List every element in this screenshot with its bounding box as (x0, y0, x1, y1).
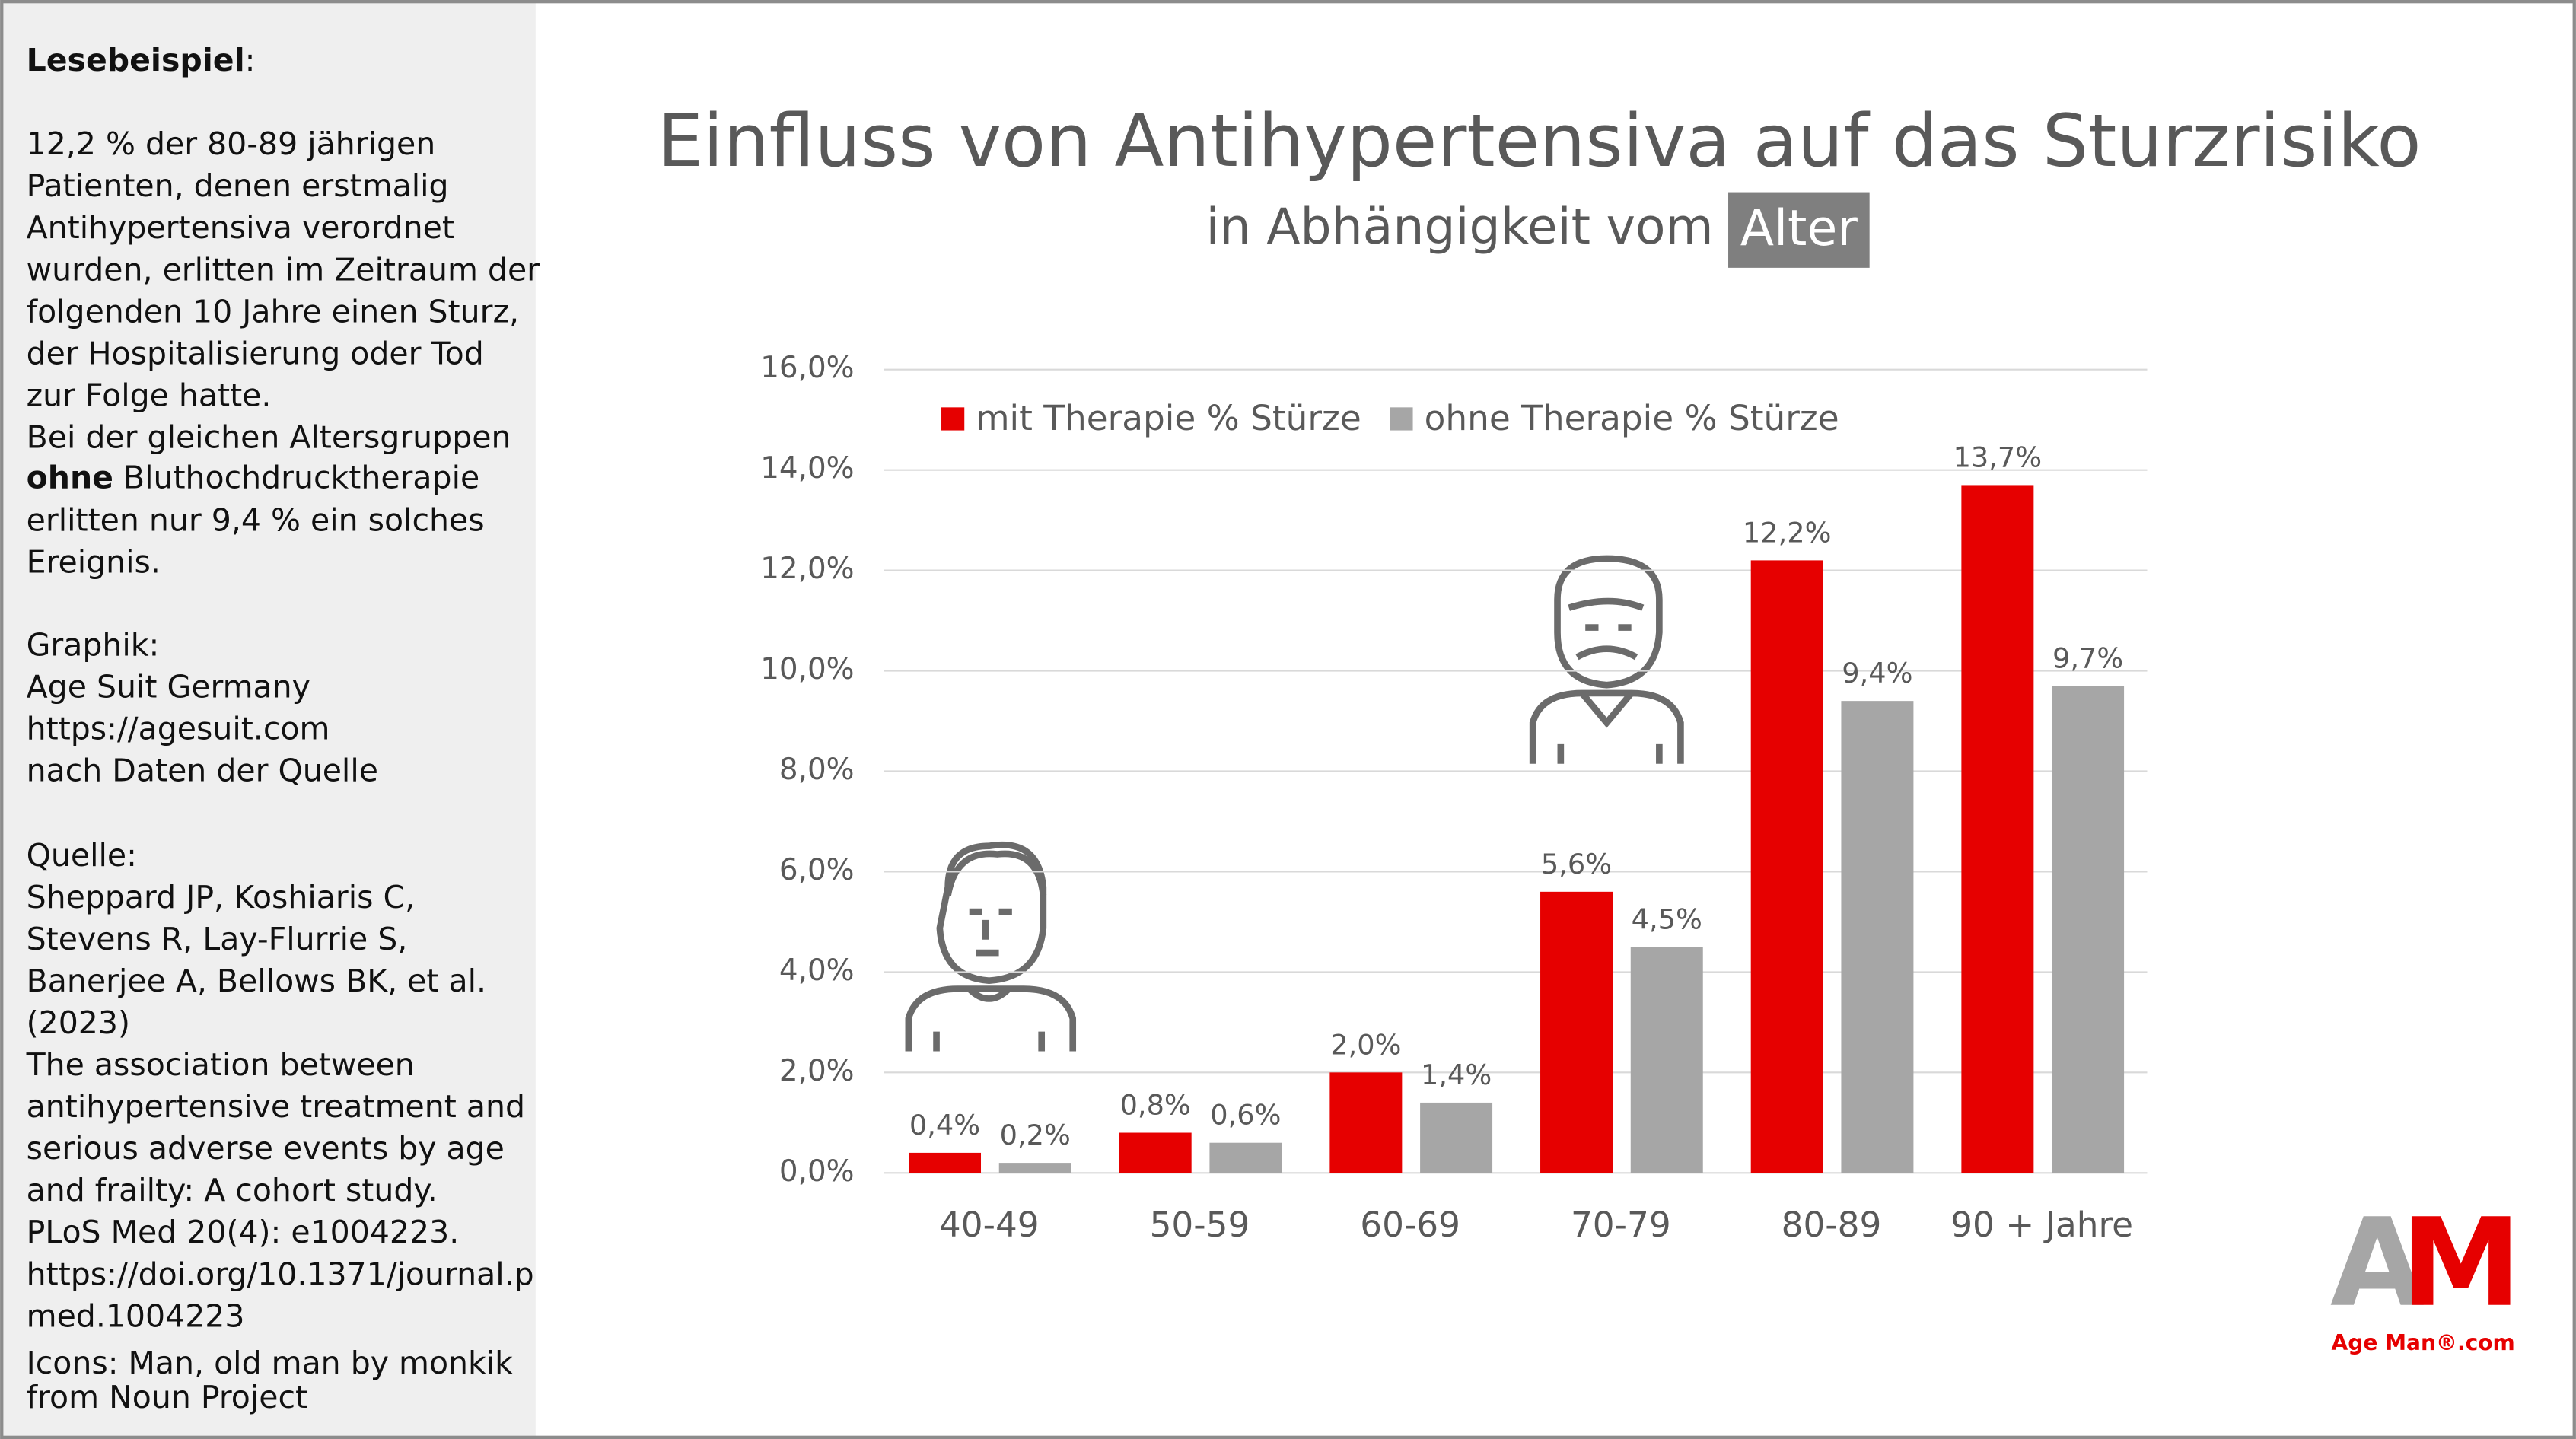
sidebar-line: zur Folge hatte. (27, 377, 272, 413)
sidebar-line: Patienten, denen erstmalig (27, 167, 449, 204)
legend-swatch (1390, 407, 1413, 431)
bar (998, 1163, 1071, 1173)
sidebar-line: Quelle: (27, 837, 137, 874)
sidebar-emphasis-rest: Bluthochdrucktherapie (123, 459, 479, 495)
value-label: 1,4% (1421, 1059, 1492, 1091)
y-tick-label: 0,0% (779, 1154, 855, 1189)
legend-swatch (941, 407, 965, 431)
sidebar-emphasis-line: ohne Bluthochdrucktherapie (27, 459, 480, 495)
sidebar-line: Graphik: (27, 627, 160, 664)
value-label: 0,6% (1210, 1099, 1281, 1132)
bar (2052, 686, 2125, 1173)
sidebar-line: Antihypertensiva verordnet (27, 209, 454, 246)
y-tick-label: 6,0% (779, 853, 855, 887)
value-label: 9,7% (2052, 642, 2123, 674)
value-label: 12,2% (1743, 516, 1832, 549)
sidebar-line: der Hospitalisierung oder Tod (27, 335, 484, 371)
bar (1961, 485, 2034, 1173)
sidebar-line: nach Daten der Quelle (27, 753, 378, 789)
subtitle-highlight-box (1728, 192, 1870, 268)
logo-letter-m: M (2400, 1192, 2521, 1334)
sidebar-line: wurden, erlitten im Zeitraum der (27, 251, 540, 288)
legend-label: mit Therapie % Stürze (976, 398, 1361, 438)
sidebar-line: Ereignis. (27, 544, 161, 581)
sidebar-credit: Icons: Man, old man by monkik (27, 1345, 514, 1381)
x-tick-label: 50-59 (1150, 1205, 1250, 1245)
x-tick-label: 90 + Jahre (1950, 1205, 2133, 1245)
y-tick-label: 2,0% (779, 1054, 855, 1088)
chart-title: Einfluss von Antihypertensiva auf das St… (658, 100, 2421, 183)
sidebar-line: https://agesuit.com (27, 711, 330, 747)
bar (909, 1152, 982, 1173)
sidebar-line: folgenden 10 Jahre einen Sturz, (27, 293, 519, 330)
bar (1540, 891, 1613, 1173)
value-label: 9,4% (1842, 657, 1912, 689)
sidebar-line: https://doi.org/10.1371/journal.p (27, 1256, 534, 1292)
logo-text: Age Man®.com (2332, 1330, 2515, 1355)
y-tick-label: 4,0% (779, 953, 855, 988)
x-tick-label: 80-89 (1782, 1205, 1882, 1245)
bar (1329, 1072, 1403, 1173)
sidebar-line: serious adverse events by age (27, 1130, 505, 1167)
logo-letter-a: A (2330, 1192, 2425, 1334)
value-label: 5,6% (1541, 848, 1612, 880)
value-label: 2,0% (1330, 1028, 1401, 1061)
sidebar-credit: from Noun Project (27, 1379, 307, 1415)
sidebar-line: Age Suit Germany (27, 669, 310, 705)
y-tick-label: 16,0% (760, 351, 854, 385)
y-tick-label: 14,0% (760, 451, 854, 486)
value-label: 0,2% (1000, 1119, 1071, 1151)
legend-label: ohne Therapie % Stürze (1425, 398, 1839, 438)
value-label: 4,5% (1632, 903, 1702, 935)
sidebar-line: Banerjee A, Bellows BK, et al. (27, 963, 486, 999)
sidebar-line: The association between (26, 1046, 415, 1083)
sidebar-emphasis: ohne (27, 459, 113, 495)
sidebar-panel (0, 0, 536, 1439)
x-tick-label: 40-49 (939, 1205, 1040, 1245)
sidebar-line: Sheppard JP, Koshiaris C, (27, 879, 416, 915)
sidebar-line: (2023) (27, 1004, 130, 1041)
sidebar-label-colon: : (245, 42, 256, 78)
chart-subtitle: in Abhängigkeit vom (1206, 199, 1714, 256)
icon-old-man (1529, 555, 1684, 764)
value-label: 0,8% (1120, 1088, 1191, 1121)
bar (1750, 560, 1823, 1173)
bar (1841, 701, 1914, 1173)
y-tick-label: 10,0% (760, 652, 854, 686)
sidebar-line: 12,2 % der 80-89 jährigen (27, 126, 436, 162)
sidebar-line: antihypertensive treatment and (27, 1088, 525, 1125)
bar (1630, 947, 1703, 1173)
bar (1420, 1102, 1493, 1173)
sidebar-line: and frailty: A cohort study. (27, 1172, 438, 1208)
sidebar-line: Stevens R, Lay-Flurrie S, (27, 921, 408, 957)
bar (1119, 1132, 1192, 1173)
sidebar-line: erlitten nur 9,4 % ein solches (27, 501, 485, 538)
x-tick-label: 70-79 (1571, 1205, 1671, 1245)
sidebar-line: med.1004223 (27, 1297, 245, 1334)
subtitle-highlight: Alter (1740, 200, 1858, 257)
bar (1209, 1142, 1282, 1173)
sidebar-line: PLoS Med 20(4): e1004223. (27, 1214, 460, 1250)
x-tick-label: 60-69 (1360, 1205, 1460, 1245)
y-tick-label: 8,0% (779, 753, 855, 787)
sidebar-line: Bei der gleichen Altersgruppen (27, 419, 511, 455)
sidebar-label: Lesebeispiel: (27, 42, 256, 78)
value-label: 13,7% (1953, 441, 2043, 473)
sidebar-label-text: Lesebeispiel (27, 42, 245, 78)
y-tick-label: 12,0% (760, 552, 854, 586)
value-label: 0,4% (909, 1109, 980, 1141)
